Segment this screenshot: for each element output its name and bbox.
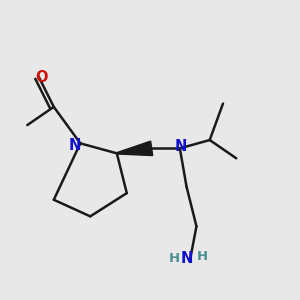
Text: N: N (181, 251, 193, 266)
Polygon shape (117, 141, 153, 156)
Text: N: N (68, 137, 80, 152)
Text: H: H (197, 250, 208, 263)
Text: N: N (175, 139, 187, 154)
Text: O: O (35, 70, 48, 85)
Text: H: H (168, 252, 179, 265)
